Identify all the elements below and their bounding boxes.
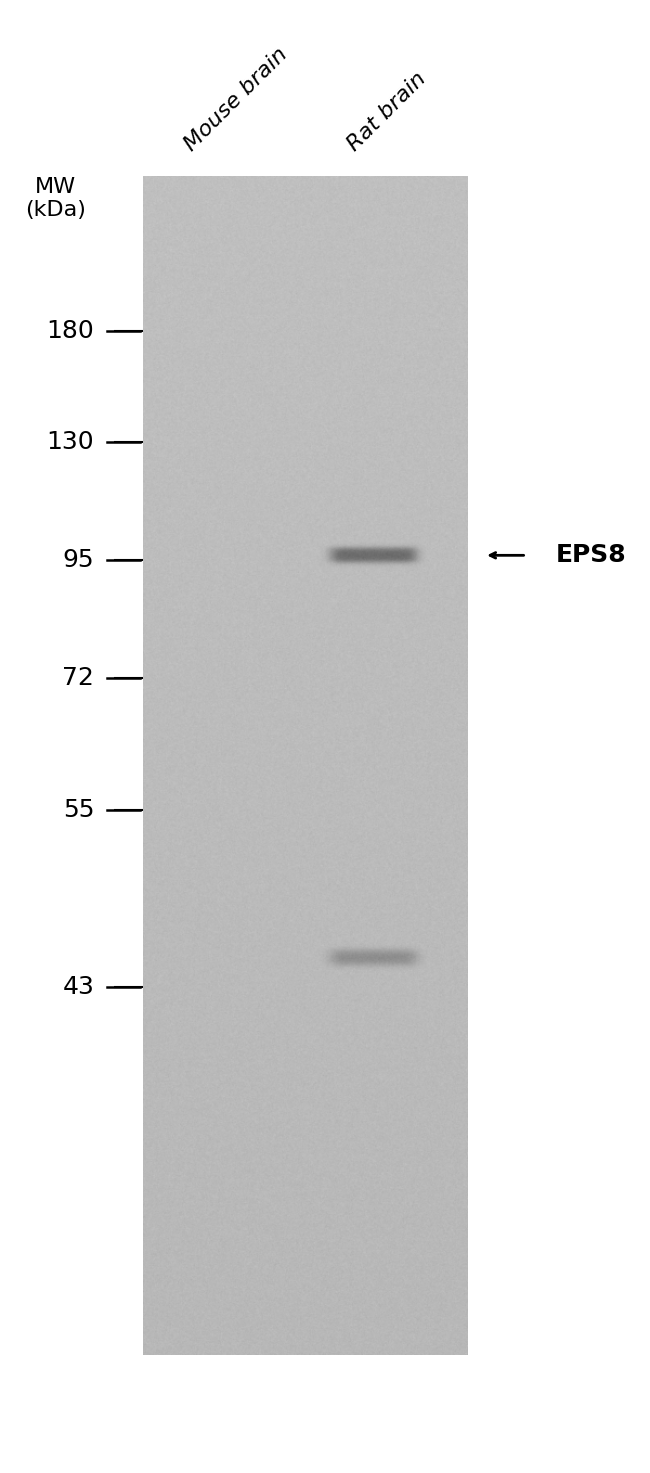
Text: 130: 130 <box>47 430 94 454</box>
Text: 43: 43 <box>62 975 94 999</box>
Text: Mouse brain: Mouse brain <box>181 44 292 155</box>
Text: 95: 95 <box>62 548 94 572</box>
Text: 55: 55 <box>63 798 94 822</box>
Text: 72: 72 <box>62 666 94 689</box>
Text: Rat brain: Rat brain <box>343 68 430 155</box>
Text: 180: 180 <box>47 320 94 343</box>
Text: EPS8: EPS8 <box>556 544 627 567</box>
Text: MW
(kDa): MW (kDa) <box>25 177 86 221</box>
